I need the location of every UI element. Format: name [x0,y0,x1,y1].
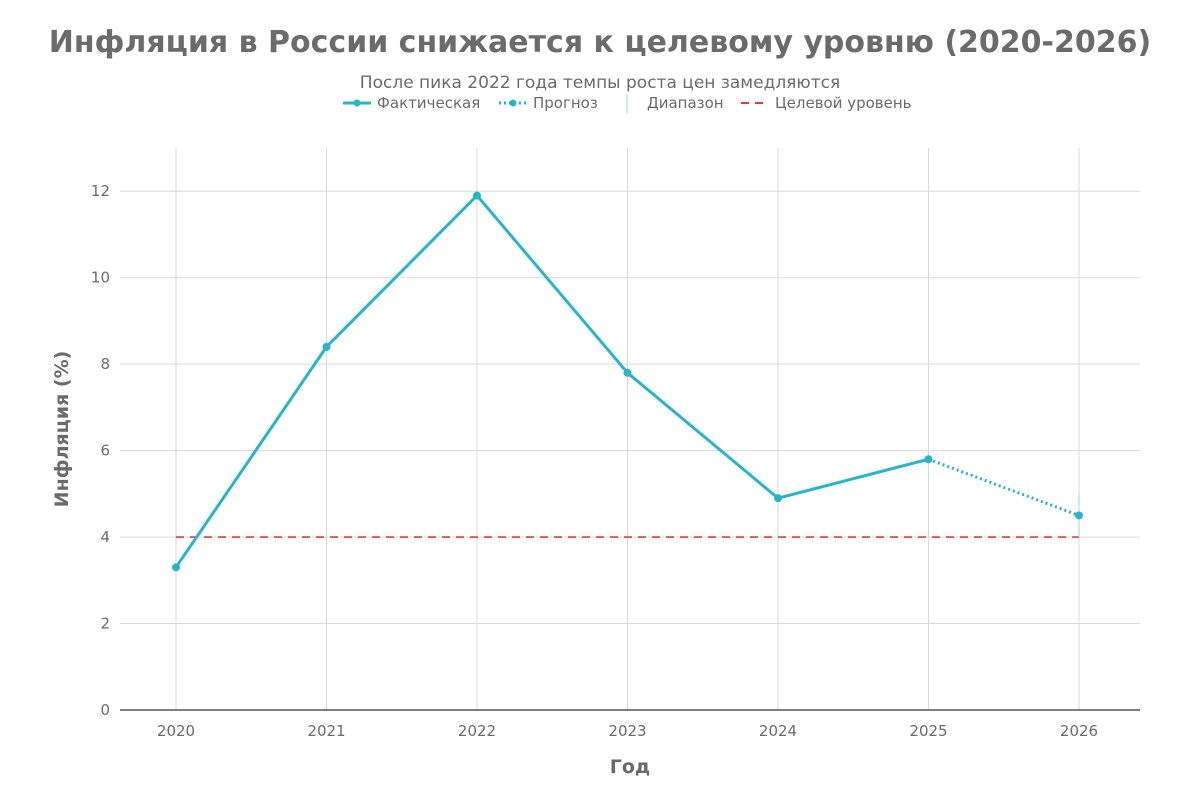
actual-point-2020[interactable] [172,563,180,572]
x-tick-label-2022: 2022 [458,722,496,740]
y-tick-label-0: 0 [100,701,110,719]
legend-label-range: Диапазон [647,94,724,112]
x-axis-title: Год [610,756,651,778]
x-tick-label-2021: 2021 [307,722,345,740]
x-tick-label-2020: 2020 [157,722,195,740]
x-tick-label-2023: 2023 [608,722,646,740]
x-tick-label-2026: 2026 [1060,722,1098,740]
legend-label-target: Целевой уровень [775,94,912,112]
plot-area: 2020 2021 2022 2023 2024 2025 2026 0 2 4 6 8 10 12 [91,148,1140,740]
legend-item-forecast[interactable]: Прогноз [499,94,598,112]
actual-point-2021[interactable] [322,342,331,351]
actual-point-2024[interactable] [774,494,782,503]
forecast-series-line [927,457,1080,517]
chart-subtitle: После пика 2022 года темпы роста цен зам… [360,73,840,93]
x-tick-label-2024: 2024 [759,722,797,740]
legend-item-target[interactable]: Целевой уровень [741,94,912,112]
actual-point-2025[interactable] [924,455,933,464]
y-tick-label-2: 2 [100,615,110,633]
y-tick-label-12: 12 [91,182,110,200]
x-tick-label-2025: 2025 [909,722,947,740]
legend-item-actual[interactable]: Фактическая [343,94,480,112]
actual-point-2022[interactable] [473,191,481,200]
y-tick-label-6: 6 [100,442,110,460]
y-axis-title: Инфляция (%) [51,351,73,508]
y-tick-label-10: 10 [91,269,110,287]
legend-item-range[interactable]: Диапазон [626,94,724,113]
legend-label-forecast: Прогноз [533,94,598,112]
actual-point-2023[interactable] [623,368,632,377]
actual-series-line [174,194,929,569]
legend: Фактическая Прогноз Диапазон Целевой уро… [343,94,912,113]
forecast-point-2026[interactable] [1075,511,1083,520]
y-tick-label-4: 4 [100,528,110,546]
chart-title: Инфляция в России снижается к целевому у… [49,25,1151,60]
y-tick-label-8: 8 [100,355,110,373]
legend-label-actual: Фактическая [377,94,480,112]
